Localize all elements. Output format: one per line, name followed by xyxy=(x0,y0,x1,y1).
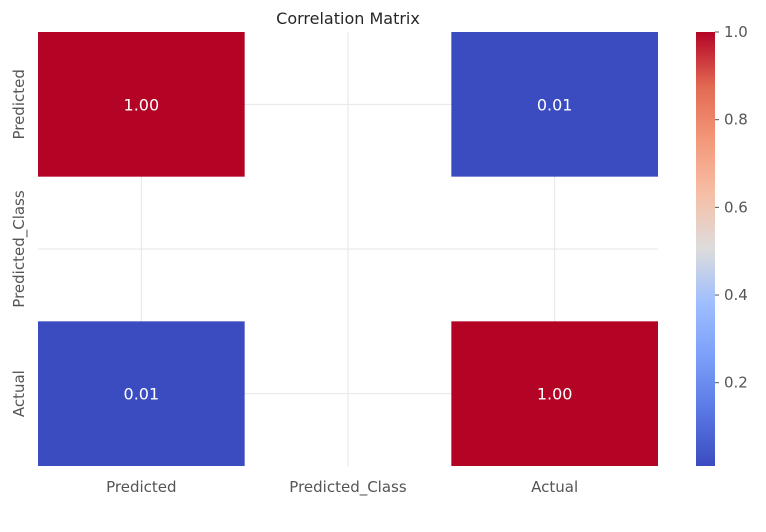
colorbar-tick-label-4: 1.0 xyxy=(724,23,748,41)
colorbar-tick-label-2: 0.6 xyxy=(724,198,748,216)
colorbar-tick-label-0: 0.2 xyxy=(724,374,748,392)
heatmap-cell-2-2 xyxy=(451,321,658,466)
cell-label-2-2: 1.00 xyxy=(537,385,573,404)
x-tick-label-0: Predicted xyxy=(106,478,176,496)
colorbar-tick-label-3: 0.8 xyxy=(724,111,748,129)
y-tick-label-0: Predicted xyxy=(10,69,28,139)
chart-title: Correlation Matrix xyxy=(276,9,420,28)
cell-label-0-0: 1.00 xyxy=(124,95,160,114)
heatmap-cell-0-0 xyxy=(38,32,245,177)
cell-labels: 1.00 0.01 0.01 1.00 xyxy=(124,95,573,403)
heatmap-cell-2-0 xyxy=(38,321,245,466)
y-tick-label-2: Actual xyxy=(10,370,28,417)
heatmap-cells xyxy=(38,32,658,466)
x-tick-label-1: Predicted_Class xyxy=(289,478,407,497)
y-axis-ticks: Predicted Predicted_Class Actual xyxy=(10,69,29,417)
colorbar-gradient xyxy=(696,32,715,466)
colorbar-ticks: 0.2 0.4 0.6 0.8 1.0 xyxy=(715,23,748,392)
x-axis-ticks: Predicted Predicted_Class Actual xyxy=(106,478,578,497)
colorbar: 0.2 0.4 0.6 0.8 1.0 xyxy=(696,23,748,466)
x-tick-label-2: Actual xyxy=(531,478,578,496)
cell-label-2-0: 0.01 xyxy=(124,385,160,404)
y-tick-label-1: Predicted_Class xyxy=(10,190,29,308)
cell-label-0-2: 0.01 xyxy=(537,95,573,114)
heatmap-cell-0-2 xyxy=(451,32,658,177)
colorbar-tick-label-1: 0.4 xyxy=(724,286,748,304)
